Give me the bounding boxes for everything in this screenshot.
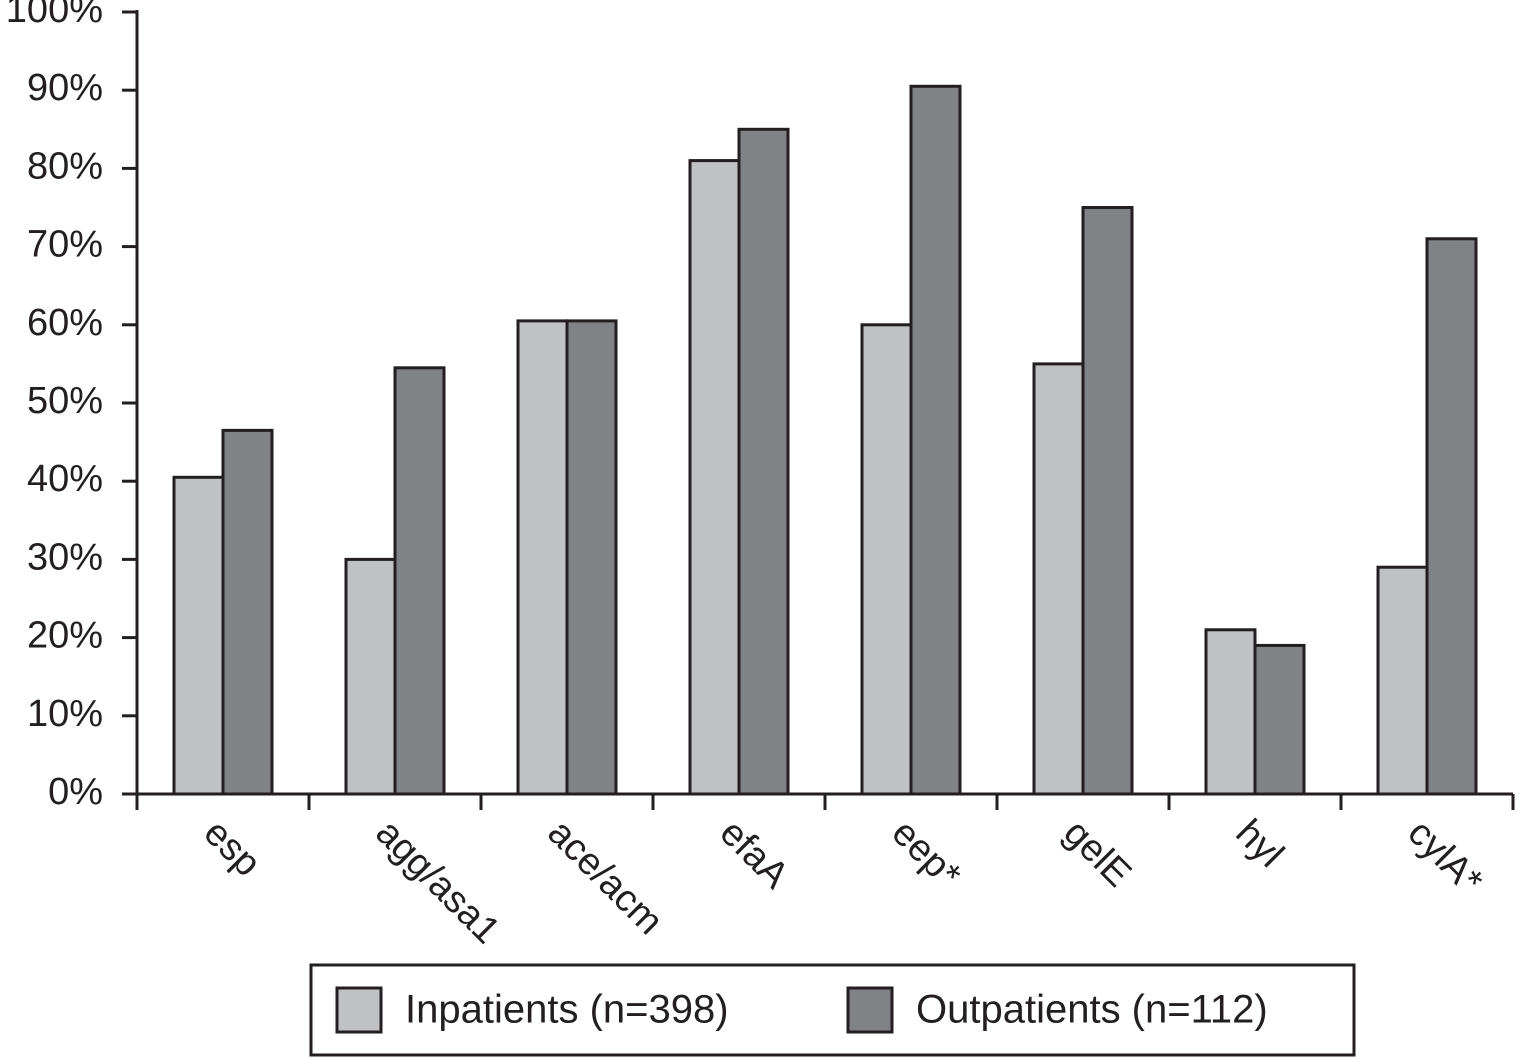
y-tick-label: 100% [6, 0, 103, 31]
bar [1204, 628, 1257, 796]
y-tick-label: 80% [27, 145, 103, 187]
bar [909, 84, 962, 796]
bar [1425, 237, 1478, 796]
bar [737, 127, 790, 796]
bar [221, 428, 274, 796]
x-tick-label: ace/acm [540, 812, 671, 943]
legend-swatch [846, 986, 894, 1034]
y-tick-label: 10% [27, 693, 103, 735]
x-tick-label: cylA* [1400, 812, 1491, 903]
bar [688, 159, 741, 796]
bar [1032, 362, 1085, 796]
legend-box [309, 963, 1356, 1057]
x-tick-label: gelE [1056, 812, 1139, 895]
bar [1376, 565, 1429, 796]
x-tick-label: eep* [884, 812, 969, 897]
x-tick-label: efaA [712, 812, 797, 897]
y-tick-label: 50% [27, 380, 103, 422]
y-tick-label: 0% [48, 771, 103, 813]
legend-label: Inpatients (n=398) [405, 988, 729, 1032]
x-tick-label: agg/asa1 [368, 812, 508, 952]
x-tick-label: esp [196, 812, 269, 885]
bar [393, 366, 446, 796]
y-tick-label: 30% [27, 536, 103, 578]
bar [172, 475, 225, 796]
bar [1253, 643, 1306, 796]
bar [860, 323, 913, 796]
bar [1081, 206, 1134, 796]
bar [565, 319, 618, 796]
bar [344, 557, 397, 796]
y-tick-label: 70% [27, 224, 103, 266]
y-tick-label: 20% [27, 615, 103, 657]
x-tick-label: hyl [1228, 812, 1292, 876]
y-tick-label: 90% [27, 67, 103, 109]
legend-label: Outpatients (n=112) [916, 988, 1268, 1032]
bar [516, 319, 569, 796]
y-tick-label: 60% [27, 302, 103, 344]
y-tick-label: 40% [27, 458, 103, 500]
legend-swatch [335, 986, 383, 1034]
